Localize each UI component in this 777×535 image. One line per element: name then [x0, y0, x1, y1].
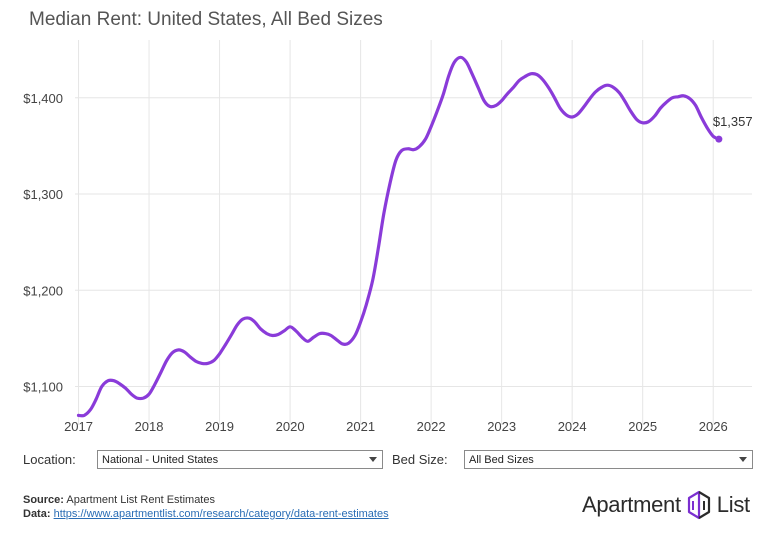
bed-size-label: Bed Size:: [392, 452, 448, 467]
page-title: Median Rent: United States, All Bed Size…: [29, 9, 383, 30]
x-tick-label: 2021: [346, 419, 375, 434]
x-tick-label: 2020: [276, 419, 305, 434]
data-link[interactable]: https://www.apartmentlist.com/research/c…: [53, 508, 389, 520]
brand-name-left: Apartment: [582, 492, 681, 517]
source-text: Apartment List Rent Estimates: [66, 494, 215, 506]
chevron-down-icon: [369, 457, 377, 462]
chart-series[interactable]: [76, 55, 723, 418]
y-tick-label: $1,300: [23, 187, 63, 202]
location-select[interactable]: National - United States: [97, 450, 383, 469]
source-line: Source: Apartment List Rent Estimates: [23, 493, 389, 507]
x-tick-label: 2019: [205, 419, 234, 434]
chart-footer: Source: Apartment List Rent Estimates Da…: [23, 493, 389, 521]
apartment-list-logo[interactable]: Apartment List: [582, 489, 750, 521]
y-tick-label: $1,400: [23, 91, 63, 106]
x-tick-label: 2023: [487, 419, 516, 434]
end-point-marker[interactable]: [715, 135, 723, 143]
x-tick-label: 2022: [417, 419, 446, 434]
source-label: Source:: [23, 494, 64, 506]
x-tick-label: 2026: [699, 419, 728, 434]
end-value-label-group: $1,357: [713, 114, 753, 129]
location-label: Location:: [23, 452, 76, 467]
median-rent-line[interactable]: [76, 55, 721, 418]
building-outline-icon: [687, 490, 710, 520]
x-tick-label: 2018: [135, 419, 164, 434]
brand-name-right: List: [716, 492, 750, 517]
bed-size-select-value: All Bed Sizes: [469, 454, 534, 466]
rent-line-chart: 2017 2018 2019 2020 2021 2022 2023 2024 2025 2026…: [23, 40, 753, 434]
y-tick-label: $1,100: [23, 380, 63, 395]
filter-controls: Location: National - United States Bed S…: [23, 448, 763, 474]
y-tick-label: $1,200: [23, 283, 63, 298]
axis-ticks: 2017 2018 2019 2020 2021 2022 2023 2024 2025 2026…: [23, 91, 727, 434]
data-line: Data: https://www.apartmentlist.com/rese…: [23, 507, 389, 521]
x-tick-label: 2025: [628, 419, 657, 434]
x-tick-label: 2017: [64, 419, 93, 434]
chart-grid: [75, 40, 752, 425]
x-tick-label: 2024: [558, 419, 587, 434]
location-select-value: National - United States: [102, 454, 219, 466]
data-label: Data:: [23, 508, 51, 520]
chevron-down-icon: [739, 457, 747, 462]
bed-size-select[interactable]: All Bed Sizes: [464, 450, 753, 469]
end-value-label: $1,357: [713, 114, 753, 129]
